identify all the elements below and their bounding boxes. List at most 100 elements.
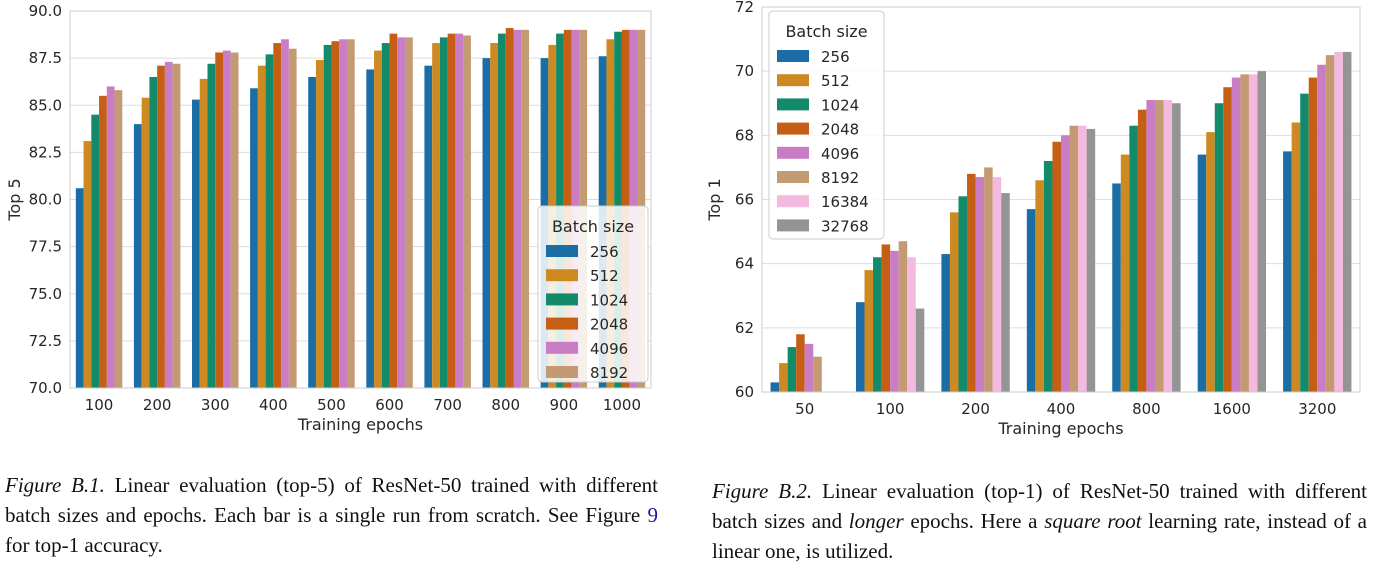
legend-label-2048: 2048: [590, 316, 628, 334]
bar-16384-100: [907, 257, 916, 392]
bar-16384-3200: [1334, 51, 1343, 393]
caption-emphasis: square root: [1044, 509, 1142, 533]
bar-256-200: [133, 124, 142, 388]
y-tick-label: 70.0: [29, 379, 62, 397]
legend-swatch-8192: [546, 366, 578, 378]
bar-32768-1600: [1257, 71, 1267, 393]
bar-256-100: [855, 302, 865, 392]
y-tick-label: 66: [735, 191, 754, 209]
x-tick-label: 900: [550, 396, 579, 414]
bar-256-100: [75, 188, 84, 388]
x-tick-label: 50: [795, 400, 814, 418]
bar-512-200: [949, 212, 959, 392]
legend-label-32768: 32768: [821, 217, 869, 235]
x-axis-label: Training epochs: [997, 419, 1123, 438]
bar-4096-200: [975, 177, 985, 392]
bar-512-500: [315, 60, 324, 388]
x-tick-label: 600: [375, 396, 404, 414]
bar-8192-800: [1154, 100, 1164, 393]
bar-4096-600: [397, 37, 406, 388]
bar-4096-400: [1061, 135, 1070, 393]
bar-2048-3200: [1308, 77, 1318, 392]
caption-text: learning rate, instead of a linear one, …: [712, 509, 1368, 563]
bar-8192-700: [463, 35, 471, 388]
legend-label-256: 256: [590, 243, 619, 261]
bar-512-300: [199, 78, 208, 389]
caption-label: Figure B.1.: [5, 473, 105, 497]
bar-4096-100: [890, 250, 899, 392]
bar-256-400: [250, 88, 258, 388]
figure-reference-link[interactable]: 9: [647, 503, 659, 527]
bar-1024-100: [91, 114, 100, 389]
bar-4096-100: [106, 86, 115, 389]
bar-1024-50: [787, 347, 797, 392]
top5-bar-chart: 90.0 87.5 85.0 82.5 80.0 77.5 75.0 72.5 70.0 100 2…: [5, 2, 652, 434]
bar-2048-50: [796, 334, 805, 392]
legend-label-16384: 16384: [821, 193, 869, 211]
top1-bar-chart: 72 70 68 66 64 62 60 50 100 200 400 800 1600 3200 Trai…: [705, 0, 1361, 438]
bar-512-50: [779, 363, 788, 392]
bar-512-400: [1035, 180, 1044, 392]
y-tick-label: 85.0: [29, 96, 62, 114]
bar-1024-700: [439, 37, 448, 388]
bar-1024-800: [1129, 125, 1138, 392]
bar-16384-200: [992, 177, 1002, 392]
bar-8192-500: [346, 39, 355, 389]
bar-512-1600: [1206, 132, 1215, 392]
y-tick-label: 87.5: [29, 49, 62, 67]
bar-1024-600: [381, 43, 390, 389]
bar-2048-100: [881, 244, 891, 392]
bar-4096-800: [1146, 100, 1155, 393]
bar-256-700: [424, 65, 433, 388]
bar-2048-1600: [1223, 87, 1232, 392]
figure-b1-caption: Figure B.1. Linear evaluation (top-5) of…: [5, 470, 658, 560]
bar-8192-1600: [1240, 74, 1249, 392]
caption-label: Figure B.2.: [712, 479, 813, 503]
bar-512-800: [1120, 154, 1130, 392]
y-tick-label: 60: [735, 383, 754, 401]
legend-swatch-4096: [777, 146, 809, 159]
bar-256-1600: [1197, 154, 1207, 392]
bar-16384-1600: [1248, 74, 1258, 392]
bar-32768-200: [1001, 193, 1010, 392]
legend-label-512: 512: [821, 72, 850, 90]
bar-8192-100: [114, 90, 123, 389]
bar-256-200: [941, 254, 950, 392]
x-tick-label: 400: [259, 396, 288, 414]
bar-512-100: [864, 270, 874, 392]
bar-512-400: [257, 65, 266, 388]
bar-512-800: [490, 43, 499, 389]
x-tick-label: 1000: [603, 396, 641, 414]
legend-label-8192: 8192: [821, 169, 859, 187]
y-tick-label: 72: [735, 0, 754, 16]
bar-1024-800: [498, 33, 506, 389]
bar-32768-100: [915, 308, 925, 392]
bar-16384-800: [1163, 100, 1173, 393]
plot-frame: [69, 10, 652, 389]
x-tick-label: 500: [317, 396, 346, 414]
bar-2048-800: [505, 27, 514, 389]
bar-512-700: [432, 43, 440, 389]
legend-label-4096: 4096: [590, 340, 628, 358]
y-tick-label: 68: [735, 126, 754, 144]
bar-256-500: [308, 76, 316, 388]
bar-2048-600: [389, 33, 398, 389]
legend-swatch-256: [546, 245, 578, 257]
bar-512-200: [141, 97, 150, 389]
legend-label-4096: 4096: [821, 145, 859, 163]
bar-8192-200: [172, 63, 181, 388]
bar-2048-500: [331, 41, 340, 388]
bar-4096-1600: [1231, 77, 1241, 392]
legend-swatch-512: [777, 74, 809, 87]
x-tick-label: 300: [201, 396, 230, 414]
bar-8192-400: [288, 48, 297, 388]
bar-256-3200: [1283, 151, 1292, 392]
plot-frame: [761, 6, 1361, 393]
x-tick-label: 100: [85, 396, 114, 414]
bar-256-800: [1112, 183, 1121, 392]
legend-label-512: 512: [590, 267, 619, 285]
bar-32768-3200: [1342, 51, 1352, 393]
bar-1024-200: [149, 76, 158, 388]
legend-label-1024: 1024: [821, 96, 859, 114]
legend-swatch-1024: [777, 98, 809, 111]
